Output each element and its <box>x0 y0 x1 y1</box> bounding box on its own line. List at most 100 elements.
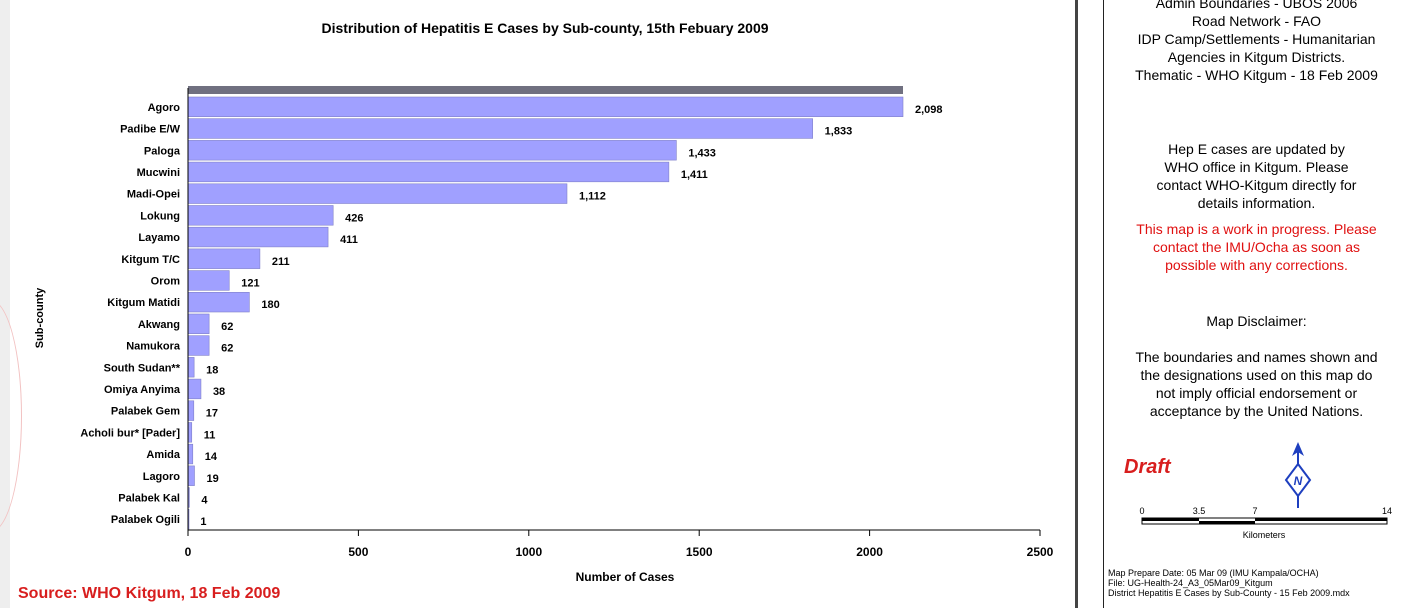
left-margin-strip <box>0 0 10 608</box>
credit-line: IDP Camp/Settlements - Humanitarian <box>1137 31 1376 47</box>
category-label: Palabek Gem <box>111 406 180 418</box>
category-label: Layamo <box>138 232 180 244</box>
value-label: 1,112 <box>579 191 606 203</box>
value-label: 1,433 <box>688 147 716 159</box>
bar <box>187 226 329 248</box>
bar <box>187 118 813 139</box>
note-line: This map is a work in progress. Please <box>1136 221 1377 237</box>
credit-line: Road Network - FAO <box>1191 13 1322 29</box>
bar <box>187 357 195 378</box>
bar <box>187 291 250 313</box>
value-label: 1,833 <box>825 126 853 138</box>
value-label: 1,411 <box>681 169 708 181</box>
scale-tick-label: 14 <box>1382 506 1392 516</box>
category-label: Namukora <box>126 341 181 353</box>
note-line: WHO office in Kitgum. Please <box>1164 159 1349 175</box>
credit-line: Agencies in Kitgum Districts. <box>1167 49 1346 65</box>
note-line: not imply official endorsement or <box>1155 385 1358 401</box>
note-line: Hep E cases are updated by <box>1168 141 1345 157</box>
value-label: 17 <box>206 408 218 420</box>
value-label: 62 <box>221 321 233 333</box>
value-label: 121 <box>241 277 259 289</box>
x-tick-label: 1000 <box>515 545 542 559</box>
category-label: Palabek Kal <box>118 492 180 504</box>
bar <box>187 140 677 161</box>
bar <box>187 422 193 443</box>
value-label: 426 <box>345 212 363 224</box>
category-label: Orom <box>151 275 181 287</box>
value-label: 62 <box>221 343 233 355</box>
bar <box>187 400 195 421</box>
bar <box>187 378 202 400</box>
bar <box>187 270 230 291</box>
work-in-progress-note: This map is a work in progress. Please c… <box>1104 220 1409 274</box>
bar-shadow <box>188 86 903 94</box>
draft-stamp: Draft <box>1124 456 1171 478</box>
disclaimer-text: The boundaries and names shown and the d… <box>1104 348 1409 420</box>
x-tick-label: 1500 <box>686 545 713 559</box>
bar <box>187 205 334 226</box>
category-label: Lagoro <box>143 471 181 483</box>
note-line: acceptance by the United Nations. <box>1149 403 1364 419</box>
bar <box>187 248 261 269</box>
category-label: Acholi bur* [Pader] <box>80 427 180 439</box>
disclaimer-title: Map Disclaimer: <box>1206 313 1307 329</box>
note-line: contact the IMU/Ocha as soon as <box>1153 239 1360 255</box>
bar <box>187 443 194 465</box>
category-label: Akwang <box>138 319 180 331</box>
note-line: The boundaries and names shown and <box>1135 349 1378 365</box>
category-label: Padibe E/W <box>120 124 181 136</box>
scale-tick-label: 3.5 <box>1193 506 1206 516</box>
footer-line: District Hepatitis E Cases by Sub-County… <box>1108 588 1350 598</box>
category-label: Lokung <box>140 210 180 222</box>
category-label: South Sudan** <box>104 362 181 374</box>
bar-chart: Agoro 2,098 Padibe E/W 1,833 Paloga 1,433 Mucw… <box>80 86 1054 559</box>
x-tick-label: 2500 <box>1027 545 1054 559</box>
category-label: Mucwini <box>137 167 180 179</box>
data-credits: Admin Boundaries - UBOS 2006 Road Networ… <box>1104 0 1409 84</box>
bar <box>187 313 210 335</box>
credit-line: Admin Boundaries - UBOS 2006 <box>1155 0 1358 11</box>
x-tick-label: 500 <box>348 545 368 559</box>
bar <box>187 183 568 204</box>
y-axis-label: Sub-county <box>34 287 46 349</box>
value-label: 2,098 <box>915 104 943 116</box>
value-label: 211 <box>272 256 290 268</box>
panel-divider <box>1075 0 1078 608</box>
value-label: 180 <box>261 299 279 311</box>
x-axis-label: Number of Cases <box>575 570 675 584</box>
value-label: 11 <box>204 429 216 441</box>
category-label: Agoro <box>148 102 181 114</box>
bar <box>187 335 210 356</box>
bar <box>187 465 195 486</box>
scale-bar: 0 3.5 7 14 Kilometers <box>1139 506 1392 540</box>
category-label: Omiya Anyima <box>104 384 181 396</box>
map-info-panel: Admin Boundaries - UBOS 2006 Road Networ… <box>1103 0 1414 608</box>
note-line: the designations used on this map do <box>1140 367 1373 383</box>
chart-panel: Distribution of Hepatitis E Cases by Sub… <box>0 0 1054 608</box>
source-note: Source: WHO Kitgum, 18 Feb 2009 <box>18 585 281 602</box>
bar <box>187 96 904 118</box>
hep-update-note: Hep E cases are updated by WHO office in… <box>1104 140 1409 212</box>
category-label: Palabek Ogili <box>111 514 180 526</box>
credit-line: Thematic - WHO Kitgum - 18 Feb 2009 <box>1135 67 1378 83</box>
value-label: 4 <box>201 494 208 506</box>
map-footer: Map Prepare Date: 05 Mar 09 (IMU Kampala… <box>1108 568 1350 598</box>
value-label: 19 <box>206 473 218 485</box>
footer-line: File: UG-Health-24_A3_05Mar09_Kitgum <box>1108 578 1273 588</box>
category-label: Madi-Opei <box>127 189 180 201</box>
north-arrow-icon: N <box>1284 442 1312 508</box>
scale-tick-label: 7 <box>1252 506 1257 516</box>
value-label: 1 <box>200 516 206 528</box>
category-label: Kitgum T/C <box>121 254 180 266</box>
value-label: 38 <box>213 386 225 398</box>
category-label: Paloga <box>144 145 181 157</box>
note-line: contact WHO-Kitgum directly for <box>1156 177 1357 193</box>
value-label: 14 <box>205 451 218 463</box>
chart-title: Distribution of Hepatitis E Cases by Sub… <box>321 20 769 36</box>
x-tick-label: 2000 <box>856 545 883 559</box>
note-line: possible with any corrections. <box>1165 257 1348 273</box>
note-line: details information. <box>1197 195 1316 211</box>
north-label: N <box>1294 474 1303 488</box>
category-label: Kitgum Matidi <box>107 297 180 309</box>
